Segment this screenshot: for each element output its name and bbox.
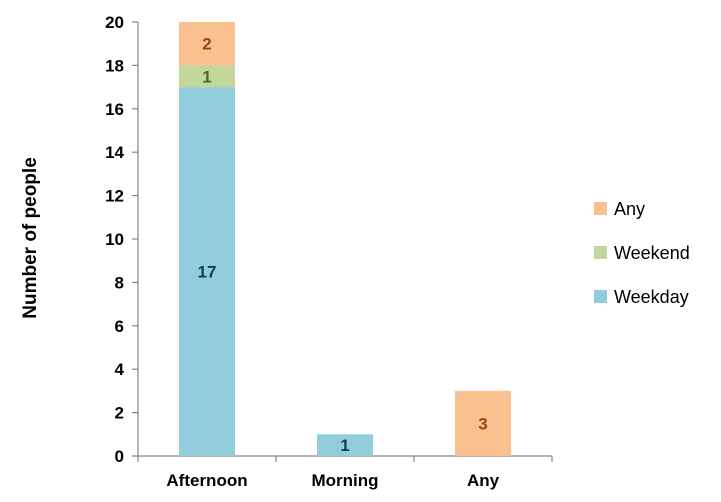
y-tick-label: 20 [105,13,124,32]
x-category-label: Any [467,471,500,490]
y-tick-label: 14 [105,143,124,162]
bar-segment [455,390,511,456]
bar-segment [179,65,235,88]
x-category-label: Afternoon [166,471,247,490]
y-tick-label: 18 [105,56,124,75]
bar-segment [179,87,235,456]
legend-swatch [594,202,607,215]
y-axis-title: Number of people [20,157,41,319]
y-tick-label: 12 [105,187,124,206]
bar-segment [317,434,373,456]
legend-label: Any [614,199,645,219]
data-label: 1 [202,67,211,86]
chart-data-labels: 17 1 2 1 3 [198,35,488,455]
chart-bars [179,22,511,456]
data-label: 17 [198,263,217,282]
y-tick-label: 6 [115,317,124,336]
x-category-label: Morning [311,471,378,490]
data-label: 1 [340,436,349,455]
legend-label: Weekday [614,287,689,307]
y-tick-label: 10 [105,230,124,249]
y-tick-label: 4 [115,360,125,379]
bar-segment [179,22,235,66]
chart-legend: Any Weekend Weekday [594,199,690,307]
y-tick-label: 0 [115,447,124,466]
data-label: 2 [202,35,211,54]
legend-label: Weekend [614,243,690,263]
legend-swatch [594,290,607,303]
y-tick-label: 2 [115,404,124,423]
legend-swatch [594,246,607,259]
y-tick-label: 16 [105,100,124,119]
y-tick-label: 8 [115,273,124,292]
data-label: 3 [478,414,487,433]
